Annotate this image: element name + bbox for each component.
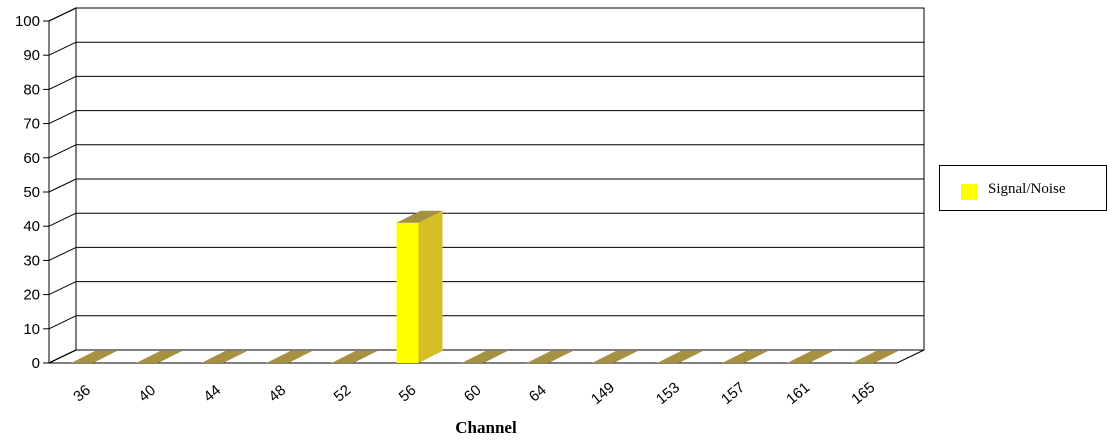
y-tick-label: 60: [23, 150, 40, 167]
bar-top: [591, 351, 638, 363]
gridline-side: [48, 7, 77, 22]
bar-149: [591, 351, 638, 363]
bar-top: [331, 351, 378, 363]
legend-swatch-signal-noise: [961, 184, 977, 200]
y-tick-label: 50: [23, 184, 40, 201]
bars: [71, 210, 899, 363]
x-tick-label: 149: [588, 379, 618, 408]
bar-56: [396, 210, 443, 363]
bar-40: [136, 351, 183, 363]
y-tick-label: 20: [23, 287, 40, 304]
bar-top: [136, 351, 183, 363]
bar-44: [201, 351, 248, 363]
y-tick-label: 30: [23, 252, 40, 269]
bar-48: [266, 351, 313, 363]
gridline-side: [48, 349, 77, 364]
y-tick-label: 70: [23, 116, 40, 133]
gridline-side: [48, 281, 77, 296]
gridlines: [48, 7, 924, 364]
bar-top: [461, 351, 508, 363]
bar-52: [331, 351, 378, 363]
bar-side: [418, 210, 443, 363]
bar-front: [396, 222, 419, 363]
x-tick-label: 165: [848, 379, 878, 408]
legend-label-signal-noise: Signal/Noise: [988, 181, 1066, 197]
y-tick-label: 90: [23, 47, 40, 64]
x-tick-label: 44: [200, 382, 224, 406]
x-tick-label: 161: [783, 379, 813, 408]
x-tick-label: 56: [396, 382, 420, 406]
x-tick-label: 48: [266, 382, 290, 406]
y-tick-label: 80: [23, 81, 40, 98]
bar-153: [656, 351, 703, 363]
x-tick-label: 157: [718, 379, 748, 408]
plot-frame: [48, 7, 925, 364]
bar-top: [787, 351, 834, 363]
x-tick-label: 64: [526, 382, 550, 406]
gridline-side: [48, 315, 77, 330]
bar-165: [852, 351, 899, 363]
gridline-side: [48, 144, 77, 159]
x-axis-title: Channel: [455, 418, 517, 437]
y-axis-ticks: 0 10 20 30 40 50 60 70 80 90 100: [15, 13, 49, 372]
legend: Signal/Noise: [939, 165, 1107, 211]
gridline-side: [48, 178, 77, 193]
bar-top: [396, 210, 443, 223]
x-tick-label: 36: [70, 382, 94, 406]
bar-157: [722, 351, 768, 363]
bar-36: [71, 351, 117, 363]
bar-64: [526, 351, 573, 363]
y-tick-label: 0: [32, 355, 40, 372]
bar-top: [722, 351, 768, 363]
gridline-side: [48, 110, 77, 125]
x-tick-label: 60: [461, 382, 485, 406]
x-axis-ticks: 36 40 44 48 52 56 60 64 149 153 157 161 165: [70, 379, 878, 408]
gridline-side: [48, 246, 77, 261]
y-tick-label: 10: [23, 321, 40, 338]
y-tick-label: 100: [15, 13, 40, 30]
y-tick-label: 40: [23, 218, 40, 235]
bar-top: [266, 351, 313, 363]
gridline-side: [48, 212, 77, 227]
x-tick-label: 153: [653, 379, 683, 408]
bar-top: [526, 351, 573, 363]
gridline-side: [48, 75, 77, 90]
bar-161: [787, 351, 834, 363]
bar-top: [71, 351, 117, 363]
x-tick-label: 40: [135, 382, 159, 406]
bar-top: [201, 351, 248, 363]
bar-top: [656, 351, 703, 363]
bar-60: [461, 351, 508, 363]
gridline-side: [48, 41, 77, 56]
bar-top: [852, 351, 899, 363]
x-tick-label: 52: [331, 382, 355, 406]
